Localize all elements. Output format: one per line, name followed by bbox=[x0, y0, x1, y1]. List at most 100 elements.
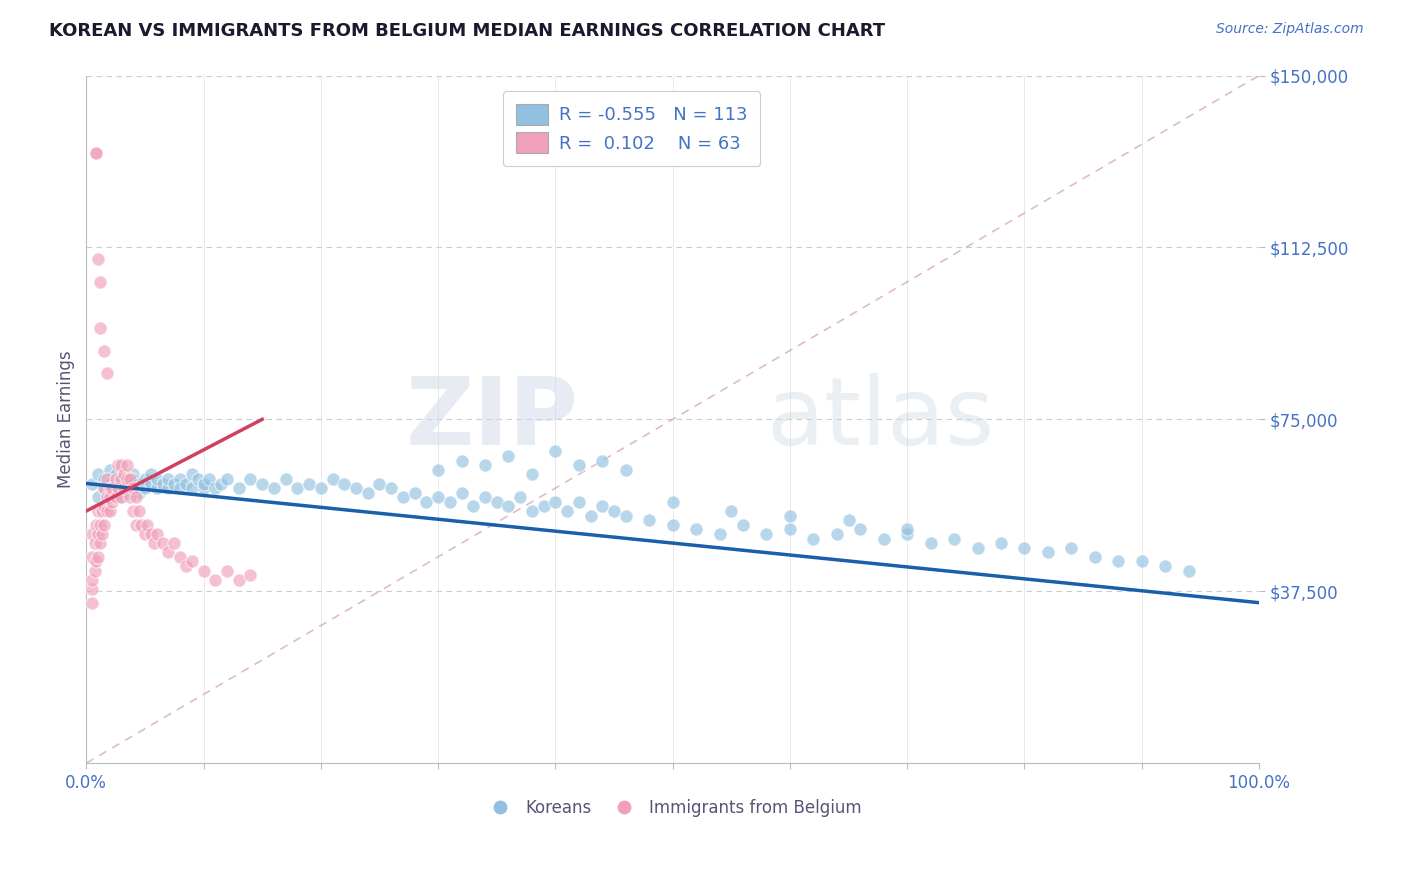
Point bbox=[174, 559, 197, 574]
Point bbox=[104, 490, 127, 504]
Point bbox=[112, 467, 135, 482]
Point bbox=[122, 504, 145, 518]
Point bbox=[415, 495, 437, 509]
Point bbox=[215, 472, 238, 486]
Point bbox=[118, 472, 141, 486]
Point bbox=[1036, 545, 1059, 559]
Point bbox=[1014, 541, 1036, 555]
Point bbox=[110, 490, 132, 504]
Point bbox=[591, 500, 613, 514]
Point bbox=[404, 485, 426, 500]
Point bbox=[344, 481, 367, 495]
Point bbox=[84, 517, 107, 532]
Point bbox=[427, 490, 450, 504]
Point bbox=[163, 476, 186, 491]
Point bbox=[145, 527, 167, 541]
Point bbox=[849, 522, 872, 536]
Point bbox=[755, 527, 778, 541]
Point bbox=[614, 463, 637, 477]
Point bbox=[93, 472, 115, 486]
Point bbox=[145, 472, 167, 486]
Point bbox=[128, 476, 150, 491]
Point bbox=[124, 517, 146, 532]
Point bbox=[84, 146, 107, 161]
Point bbox=[134, 472, 156, 486]
Point bbox=[89, 320, 111, 334]
Point bbox=[143, 536, 166, 550]
Legend: Koreans, Immigrants from Belgium: Koreans, Immigrants from Belgium bbox=[477, 792, 869, 823]
Point bbox=[392, 490, 415, 504]
Point bbox=[250, 476, 273, 491]
Point bbox=[427, 463, 450, 477]
Point bbox=[603, 504, 626, 518]
Point bbox=[122, 467, 145, 482]
Point bbox=[474, 458, 496, 472]
Point bbox=[82, 549, 104, 564]
Point bbox=[110, 472, 132, 486]
Point bbox=[896, 522, 918, 536]
Point bbox=[134, 527, 156, 541]
Point bbox=[89, 517, 111, 532]
Point bbox=[93, 481, 115, 495]
Point bbox=[157, 481, 180, 495]
Point bbox=[1130, 554, 1153, 568]
Text: KOREAN VS IMMIGRANTS FROM BELGIUM MEDIAN EARNINGS CORRELATION CHART: KOREAN VS IMMIGRANTS FROM BELGIUM MEDIAN… bbox=[49, 22, 886, 40]
Point bbox=[104, 467, 127, 482]
Point bbox=[98, 463, 121, 477]
Point bbox=[112, 481, 135, 495]
Point bbox=[579, 508, 602, 523]
Point bbox=[439, 495, 461, 509]
Point bbox=[614, 508, 637, 523]
Point bbox=[89, 275, 111, 289]
Point bbox=[117, 472, 139, 486]
Point bbox=[83, 536, 105, 550]
Point bbox=[180, 481, 202, 495]
Point bbox=[838, 513, 860, 527]
Point bbox=[110, 481, 132, 495]
Point bbox=[591, 453, 613, 467]
Point bbox=[110, 458, 132, 472]
Point bbox=[163, 536, 186, 550]
Point bbox=[180, 467, 202, 482]
Point bbox=[87, 252, 110, 266]
Point bbox=[96, 504, 118, 518]
Point bbox=[357, 485, 380, 500]
Point bbox=[82, 476, 104, 491]
Point bbox=[83, 564, 105, 578]
Point bbox=[96, 490, 118, 504]
Point bbox=[198, 472, 221, 486]
Point bbox=[87, 467, 110, 482]
Text: Source: ZipAtlas.com: Source: ZipAtlas.com bbox=[1216, 22, 1364, 37]
Point bbox=[89, 536, 111, 550]
Point bbox=[685, 522, 707, 536]
Point bbox=[485, 495, 508, 509]
Point bbox=[309, 481, 332, 495]
Point bbox=[82, 582, 104, 596]
Point bbox=[101, 481, 124, 495]
Point bbox=[157, 545, 180, 559]
Point bbox=[779, 508, 801, 523]
Point bbox=[98, 485, 121, 500]
Point bbox=[84, 554, 107, 568]
Point bbox=[93, 517, 115, 532]
Point bbox=[450, 453, 472, 467]
Point bbox=[107, 481, 129, 495]
Point bbox=[1084, 549, 1107, 564]
Point bbox=[139, 476, 162, 491]
Point bbox=[544, 444, 567, 458]
Point bbox=[990, 536, 1012, 550]
Point bbox=[131, 517, 153, 532]
Point bbox=[128, 504, 150, 518]
Point bbox=[228, 481, 250, 495]
Point bbox=[896, 527, 918, 541]
Point bbox=[498, 500, 520, 514]
Point bbox=[136, 517, 159, 532]
Point bbox=[90, 504, 112, 518]
Point bbox=[661, 495, 683, 509]
Point bbox=[193, 481, 215, 495]
Point bbox=[93, 481, 115, 495]
Point bbox=[84, 146, 107, 161]
Point bbox=[920, 536, 942, 550]
Point bbox=[104, 481, 127, 495]
Point bbox=[117, 458, 139, 472]
